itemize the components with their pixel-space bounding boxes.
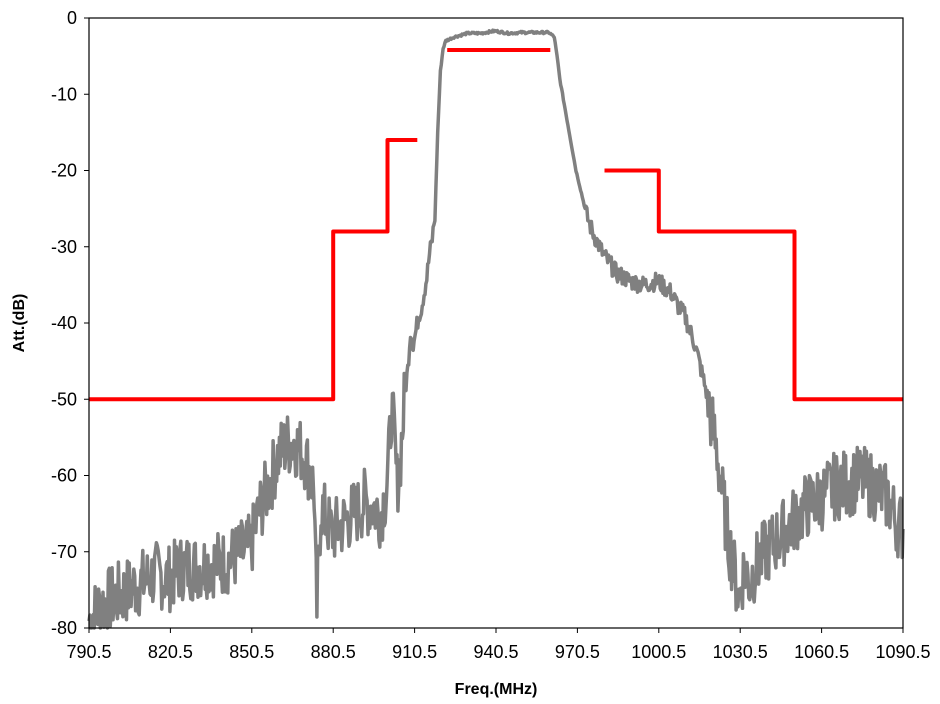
y-tick-label: -60 [51,466,77,486]
y-tick-label: -10 [51,84,77,104]
x-axis-title: Freq.(MHz) [455,681,538,698]
y-tick-label: -80 [51,618,77,638]
measured-response-line [87,28,905,630]
x-tick-label: 820.5 [148,642,193,662]
x-tick-label: 1060.5 [794,642,849,662]
x-tick-label: 910.5 [392,642,437,662]
x-tick-label: 940.5 [473,642,518,662]
x-tick-label: 1030.5 [713,642,768,662]
y-tick-label: -70 [51,542,77,562]
x-tick-label: 970.5 [555,642,600,662]
spec-mask-line-1 [89,138,418,402]
x-tick-label: 1000.5 [631,642,686,662]
y-axis-title: Att.(dB) [11,294,28,353]
spec-mask-line-3 [604,168,903,402]
x-tick-label: 880.5 [311,642,356,662]
y-tick-label: 0 [67,8,77,28]
y-tick-label: -50 [51,389,77,409]
y-tick-label: -30 [51,237,77,257]
series-layer [87,28,905,630]
tick-layer: 790.5 820.5 850.5 880.5 910.5 940.5 970.5 1000.… [51,8,931,662]
y-tick-label: -40 [51,313,77,333]
x-tick-label: 850.5 [229,642,274,662]
y-tick-label: -20 [51,161,77,181]
x-tick-label: 790.5 [66,642,111,662]
x-tick-label: 1090.5 [875,642,930,662]
